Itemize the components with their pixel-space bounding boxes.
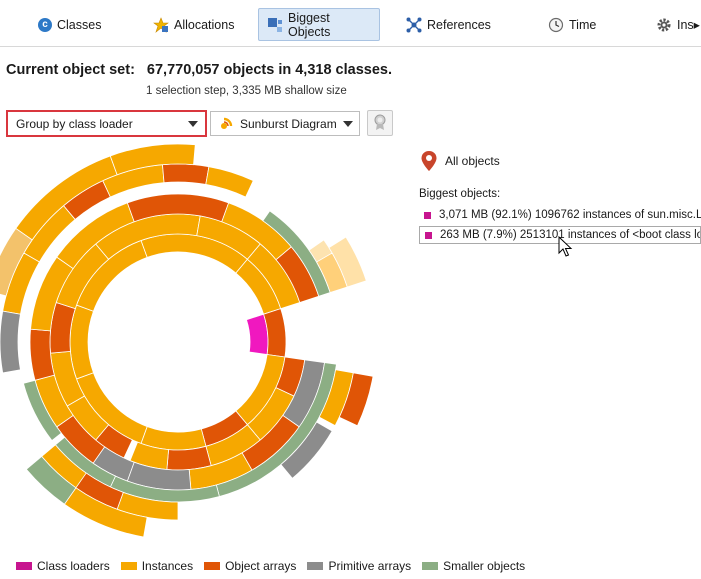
tab-classes[interactable]: c Classes xyxy=(30,8,109,41)
biggest-objects-icon xyxy=(267,17,283,33)
references-icon xyxy=(406,17,422,33)
sunburst-diagram[interactable] xyxy=(0,140,410,550)
all-objects-link[interactable]: All objects xyxy=(421,151,500,171)
legend-item-instances: Instances xyxy=(120,559,194,573)
tab-label: Classes xyxy=(57,17,102,32)
tab-references[interactable]: References xyxy=(398,8,499,41)
sunburst-segment[interactable] xyxy=(0,310,21,374)
search-ribbon-icon xyxy=(371,113,389,134)
sunburst-segment[interactable] xyxy=(25,455,77,505)
legend-label: Instances xyxy=(141,559,194,573)
biggest-object-row[interactable]: 3,071 MB (92.1%) 1096762 instances of su… xyxy=(419,206,701,224)
biggest-objects-heading: Biggest objects: xyxy=(419,188,501,200)
legend-item-object-arrays: Object arrays xyxy=(204,559,296,573)
legend-label: Class loaders xyxy=(37,559,110,573)
legend-swatch xyxy=(307,562,324,570)
tab-biggest-objects[interactable]: Biggest Objects xyxy=(258,8,380,41)
sunburst-segment[interactable] xyxy=(22,379,62,442)
legend-swatch xyxy=(16,562,32,570)
gear-icon xyxy=(656,17,672,33)
sunburst-segment[interactable] xyxy=(262,210,331,297)
sunburst-icon xyxy=(219,117,233,131)
tab-time[interactable]: Time xyxy=(540,8,604,41)
tab-allocations[interactable]: Allocations xyxy=(145,8,242,41)
tab-label: Time xyxy=(569,17,597,32)
summary-value: 67,770,057 objects in 4,318 classes. xyxy=(146,62,392,78)
tab-inspections[interactable]: Ins▸ xyxy=(648,8,700,41)
sunburst-segment[interactable] xyxy=(109,143,196,176)
sunburst-segment-class-loader[interactable] xyxy=(245,313,269,355)
find-object-button[interactable] xyxy=(367,110,393,136)
chevron-down-icon xyxy=(188,121,198,127)
sunburst-segment[interactable] xyxy=(0,227,33,297)
biggest-object-text: 263 MB (7.9%) 2513101 instances of <boot… xyxy=(440,229,701,241)
chart-legend: Class loaders Instances Object arrays Pr… xyxy=(16,559,536,573)
tab-label: Biggest Objects xyxy=(288,10,331,39)
sunburst-segment[interactable] xyxy=(205,166,254,198)
legend-swatch xyxy=(422,562,439,570)
summary-subtitle: 1 selection step, 3,335 MB shallow size xyxy=(146,85,347,97)
tab-label: Allocations xyxy=(174,17,235,32)
sunburst-segment[interactable] xyxy=(338,372,374,427)
chevron-down-icon xyxy=(343,121,353,127)
view-type-dropdown[interactable]: Sunburst Diagram xyxy=(210,111,360,136)
legend-swatch xyxy=(120,562,137,570)
group-by-dropdown[interactable]: Group by class loader xyxy=(6,110,207,137)
legend-item-class-loaders: Class loaders xyxy=(16,559,110,573)
legend-swatch xyxy=(204,562,221,570)
allocations-icon xyxy=(153,16,169,33)
location-pin-icon xyxy=(421,151,437,171)
clock-icon xyxy=(548,17,564,33)
legend-item-smaller-objects: Smaller objects xyxy=(422,559,525,573)
legend-label: Primitive arrays xyxy=(328,559,412,573)
sunburst-segment[interactable] xyxy=(166,445,212,471)
legend-item-primitive-arrays: Primitive arrays xyxy=(307,559,411,573)
view-tab-bar: c Classes Allocations Biggest Objects Re… xyxy=(0,0,701,47)
view-type-value: Sunburst Diagram xyxy=(240,116,337,131)
summary-label: Current object set: xyxy=(6,62,135,78)
mouse-pointer-icon xyxy=(558,236,573,257)
legend-label: Object arrays xyxy=(225,559,297,573)
sunburst-segment[interactable] xyxy=(162,163,210,185)
legend-label: Smaller objects xyxy=(443,559,526,573)
tab-label: References xyxy=(427,17,491,32)
current-object-set-summary: Current object set: 67,770,057 objects in… xyxy=(6,62,392,78)
tab-label: Ins▸ xyxy=(677,18,700,32)
sunburst-segment[interactable] xyxy=(280,421,333,479)
group-by-value: Group by class loader xyxy=(16,116,133,131)
classes-icon: c xyxy=(38,17,52,32)
sunburst-segment[interactable] xyxy=(328,236,367,288)
biggest-object-text: 3,071 MB (92.1%) 1096762 instances of su… xyxy=(439,209,701,221)
class-loader-swatch xyxy=(424,211,431,219)
all-objects-label: All objects xyxy=(445,154,500,168)
class-loader-swatch xyxy=(425,231,432,239)
